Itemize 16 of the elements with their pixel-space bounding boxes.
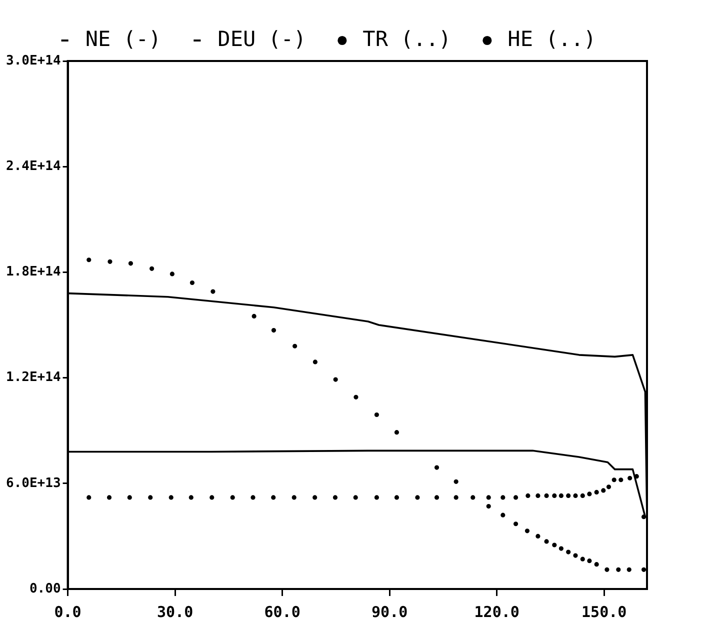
y-tick-label: 1.2E+14 <box>6 370 61 386</box>
x-tick-label: 150.0 <box>582 602 627 621</box>
y-tick-label: 3.0E+14 <box>6 53 61 68</box>
y-tick-label: 0.00 <box>29 581 61 596</box>
y-tick-label: 2.4E+14 <box>6 158 61 174</box>
x-tick-label: 120.0 <box>474 602 520 621</box>
legend-label: HE (..) <box>508 26 596 51</box>
y-tick-label: 6.0E+13 <box>6 476 61 491</box>
x-tick-label: 30.0 <box>156 602 194 621</box>
x-tick-label: 60.0 <box>264 602 300 621</box>
legend-label: NE (-) <box>85 26 162 51</box>
legend-label: TR (..) <box>362 26 452 51</box>
x-tick-label: 0.0 <box>54 602 82 621</box>
x-tick-label: 90.0 <box>372 602 408 621</box>
y-tick-label: 1.8E+14 <box>6 264 61 280</box>
legend-label: DEU (-) <box>218 26 306 51</box>
